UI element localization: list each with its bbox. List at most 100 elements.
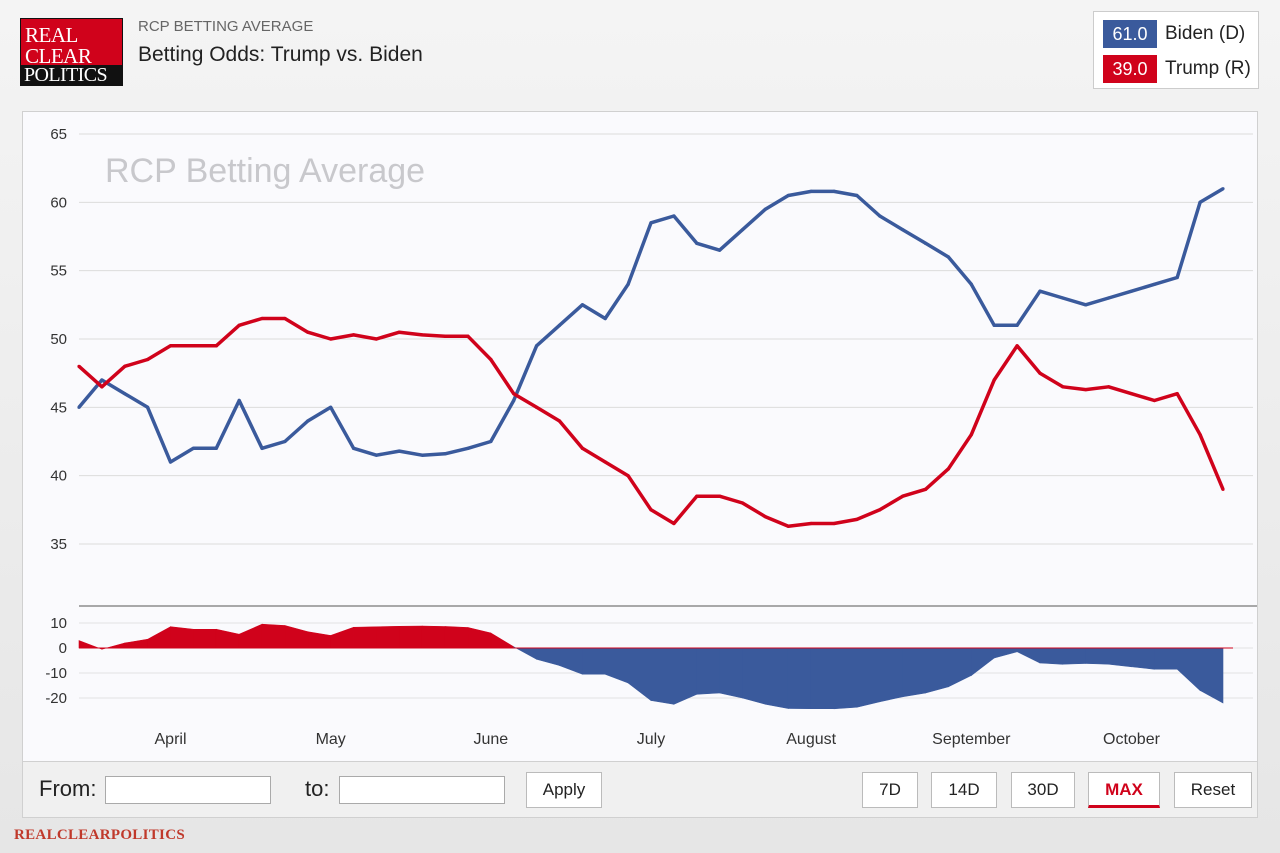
data-point-trump[interactable] (855, 517, 859, 521)
data-point-biden[interactable] (237, 398, 241, 403)
data-point-trump[interactable] (214, 344, 218, 348)
data-point-trump[interactable] (649, 508, 653, 512)
data-point-trump[interactable] (191, 344, 195, 348)
data-point-trump[interactable] (1152, 398, 1156, 403)
data-point-trump[interactable] (946, 467, 951, 471)
reset-button[interactable]: Reset (1174, 772, 1252, 808)
data-point-biden[interactable] (260, 446, 264, 450)
data-point-biden[interactable] (1198, 200, 1202, 204)
data-point-biden[interactable] (855, 193, 859, 198)
data-point-biden[interactable] (100, 378, 104, 382)
data-point-biden[interactable] (1038, 289, 1042, 293)
data-point-trump[interactable] (283, 316, 287, 321)
data-point-biden[interactable] (443, 452, 447, 456)
data-point-biden[interactable] (557, 323, 562, 327)
data-point-biden[interactable] (1084, 303, 1088, 307)
series-line-biden[interactable] (77, 187, 1224, 464)
data-point-biden[interactable] (878, 214, 882, 218)
data-point-biden[interactable] (512, 398, 516, 403)
data-point-trump[interactable] (260, 316, 264, 321)
data-point-trump[interactable] (1221, 487, 1225, 491)
data-point-biden[interactable] (489, 439, 493, 444)
data-point-biden[interactable] (740, 228, 745, 232)
data-point-trump[interactable] (77, 364, 81, 368)
data-point-biden[interactable] (1221, 187, 1225, 191)
data-point-trump[interactable] (351, 333, 356, 337)
data-point-trump[interactable] (992, 378, 996, 382)
data-point-biden[interactable] (146, 405, 150, 409)
data-point-trump[interactable] (443, 334, 447, 338)
range-14d-button[interactable]: 14D (931, 772, 997, 808)
data-point-biden[interactable] (718, 248, 722, 252)
data-point-biden[interactable] (626, 282, 630, 286)
from-date-input[interactable] (105, 776, 271, 804)
data-point-biden[interactable] (923, 241, 928, 245)
data-point-biden[interactable] (1061, 296, 1065, 300)
plot-area[interactable]: 35 40 45 50 55 60 65 RCP Betting Average 10 0 -10 -… (22, 111, 1258, 762)
data-point-trump[interactable] (969, 433, 973, 437)
data-point-trump[interactable] (1015, 344, 1019, 348)
data-point-trump[interactable] (672, 521, 676, 526)
data-point-trump[interactable] (329, 337, 333, 341)
data-point-trump[interactable] (100, 385, 104, 389)
data-point-trump[interactable] (832, 521, 836, 526)
data-point-trump[interactable] (397, 330, 401, 334)
data-point-biden[interactable] (786, 193, 790, 198)
data-point-biden[interactable] (695, 241, 699, 245)
data-point-biden[interactable] (77, 405, 81, 409)
data-point-biden[interactable] (351, 446, 356, 450)
data-point-trump[interactable] (168, 344, 173, 348)
data-point-biden[interactable] (535, 344, 539, 348)
data-point-biden[interactable] (832, 189, 836, 193)
data-point-trump[interactable] (512, 392, 516, 396)
legend-item-trump[interactable]: 39.0 Trump (R) (1103, 55, 1251, 83)
data-point-trump[interactable] (1061, 385, 1065, 389)
data-point-trump[interactable] (718, 494, 722, 498)
data-point-trump[interactable] (1129, 392, 1134, 396)
data-point-trump[interactable] (489, 357, 493, 362)
data-point-trump[interactable] (603, 460, 607, 464)
data-point-biden[interactable] (603, 316, 607, 321)
data-point-trump[interactable] (1175, 392, 1179, 396)
data-point-biden[interactable] (1015, 323, 1019, 327)
data-point-biden[interactable] (191, 446, 195, 450)
range-30d-button[interactable]: 30D (1011, 772, 1075, 808)
data-point-trump[interactable] (557, 419, 562, 423)
data-point-trump[interactable] (123, 364, 127, 368)
data-point-trump[interactable] (878, 508, 882, 512)
data-point-biden[interactable] (283, 439, 287, 444)
line-chart[interactable]: 35 40 45 50 55 60 65 RCP Betting Average 10 0 -10 -… (23, 112, 1259, 763)
data-point-biden[interactable] (306, 419, 310, 423)
data-point-biden[interactable] (580, 303, 584, 307)
data-point-trump[interactable] (580, 446, 584, 450)
data-point-trump[interactable] (466, 334, 470, 338)
data-point-biden[interactable] (123, 392, 127, 396)
apply-button[interactable]: Apply (526, 772, 602, 808)
data-point-biden[interactable] (901, 228, 905, 232)
data-point-biden[interactable] (649, 221, 653, 225)
data-point-biden[interactable] (397, 449, 401, 453)
data-point-trump[interactable] (626, 474, 630, 478)
data-point-biden[interactable] (466, 446, 470, 450)
data-point-biden[interactable] (1107, 296, 1111, 300)
data-point-biden[interactable] (1175, 275, 1179, 280)
data-point-trump[interactable] (420, 333, 424, 337)
data-point-biden[interactable] (329, 405, 333, 409)
data-point-biden[interactable] (1152, 282, 1156, 286)
range-7d-button[interactable]: 7D (862, 772, 918, 808)
data-point-trump[interactable] (923, 487, 928, 491)
data-point-trump[interactable] (809, 521, 813, 526)
data-point-biden[interactable] (1129, 289, 1134, 293)
data-point-trump[interactable] (146, 357, 150, 362)
data-point-trump[interactable] (306, 330, 310, 334)
data-point-trump[interactable] (1084, 387, 1088, 392)
data-point-trump[interactable] (237, 323, 241, 327)
data-point-biden[interactable] (969, 282, 973, 286)
data-point-biden[interactable] (763, 207, 768, 211)
data-point-biden[interactable] (168, 460, 173, 464)
data-point-trump[interactable] (740, 501, 745, 505)
rcp-logo[interactable]: REAL CLEAR POLITICS (20, 18, 123, 86)
data-point-trump[interactable] (695, 494, 699, 498)
data-point-trump[interactable] (786, 524, 790, 528)
data-point-biden[interactable] (214, 446, 218, 450)
